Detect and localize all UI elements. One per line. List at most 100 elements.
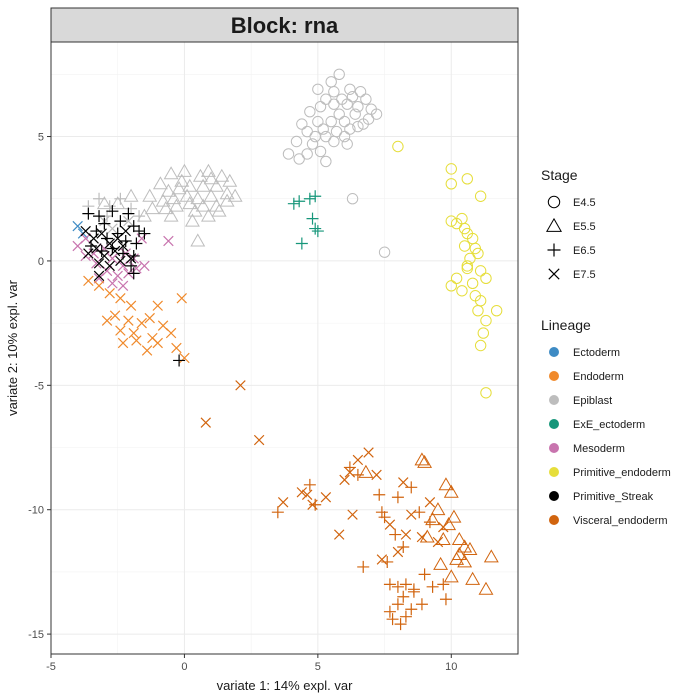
data-point [312,115,324,128]
data-point [192,168,208,182]
data-point [490,304,503,317]
data-point [287,197,300,210]
data-point [277,497,289,508]
stage-legend-title: Stage [541,167,578,183]
data-point [344,83,356,95]
data-point [128,327,139,339]
data-point [152,300,163,311]
data-point [317,123,329,135]
data-point [301,489,313,501]
x-tick-label: 0 [181,661,187,673]
data-point [271,506,284,519]
data-point [333,108,345,120]
data-point [418,568,431,581]
data-point [458,240,471,252]
data-point [445,280,457,292]
data-point [130,237,143,250]
data-point [219,186,235,200]
data-point [344,123,356,135]
lineage-legend-label: Primitive_endoderm [573,467,671,479]
data-point [383,578,396,591]
data-point [98,217,111,230]
data-point [383,605,396,618]
data-point [351,468,364,481]
data-point [461,260,473,272]
data-point [338,130,351,143]
data-point [93,273,105,284]
data-point [235,380,246,391]
data-point [107,278,118,289]
data-point [384,519,396,530]
data-point [123,315,134,326]
data-point [474,190,487,202]
data-point [381,555,394,568]
y-tick-label: 5 [38,132,44,144]
data-point [96,196,112,210]
data-point [171,181,187,195]
data-point [370,108,383,120]
data-point [115,325,126,336]
data-point [301,148,313,160]
data-point [222,173,238,187]
data-point [407,585,420,598]
data-point [480,314,492,327]
data-point [127,267,140,280]
data-point [304,105,316,118]
data-point [293,153,305,165]
data-point [399,610,412,623]
data-point [125,202,138,215]
data-point [405,481,418,494]
data-point [101,315,113,326]
data-point [392,140,404,153]
data-point [133,225,146,238]
data-point [314,145,327,158]
data-point [295,237,308,250]
data-point [439,593,452,606]
data-point [352,120,364,133]
data-point [203,171,219,185]
data-point [103,200,116,213]
data-point [480,272,492,285]
data-point [144,312,155,324]
lineage-legend-swatch [549,371,559,381]
data-point [303,478,316,491]
data-point [320,492,332,503]
lineage-legend: Lineage Ectoderm Endoderm Epiblast ExE_ectod… [541,317,671,527]
data-point [446,509,462,523]
data-point [293,195,306,208]
data-point [110,196,126,210]
data-point [386,613,399,626]
data-point [438,477,454,491]
data-point [282,148,295,160]
data-point [461,173,473,185]
data-point [354,86,367,98]
data-point [125,300,137,311]
data-point [104,288,115,299]
data-point [190,233,206,247]
data-point [115,255,126,267]
data-point [184,213,200,227]
x-axis-title: variate 1: 14% expl. var [217,678,354,693]
data-point [430,502,446,516]
data-point [117,337,129,349]
stage-legend-key-circle [547,195,561,209]
data-point [227,188,243,202]
data-point [311,225,324,238]
data-point [200,163,216,177]
data-point [450,272,463,285]
x-tick-label: 10 [445,661,457,673]
data-point [406,509,417,520]
data-point [296,118,308,130]
data-point [147,332,158,344]
data-point [333,68,345,81]
data-point [112,270,123,282]
data-point [397,590,410,603]
data-point [219,193,235,207]
data-point [200,417,212,428]
data-point [101,232,114,245]
data-point [378,246,391,258]
data-point [314,100,327,113]
data-point [125,259,138,272]
x-tick-label: 5 [315,661,321,673]
data-point [182,178,198,192]
